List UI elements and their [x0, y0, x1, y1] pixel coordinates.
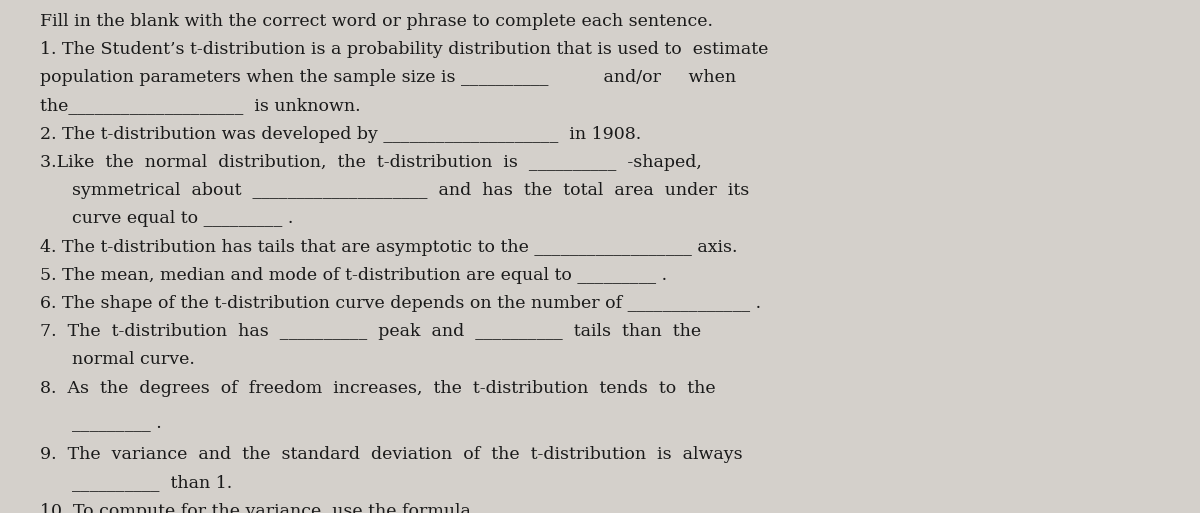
Text: 4. The t-distribution has tails that are asymptotic to the __________________ ax: 4. The t-distribution has tails that are… [40, 239, 737, 255]
Text: 6. The shape of the t-distribution curve depends on the number of ______________: 6. The shape of the t-distribution curve… [40, 295, 761, 312]
Text: the____________________  is unknown.: the____________________ is unknown. [40, 97, 360, 114]
Text: 8.  As  the  degrees  of  freedom  increases,  the  t-distribution  tends  to  t: 8. As the degrees of freedom increases, … [40, 380, 715, 397]
Text: __________  than 1.: __________ than 1. [72, 475, 233, 491]
Text: 3.Like  the  normal  distribution,  the  t-distribution  is  __________  -shaped: 3.Like the normal distribution, the t-di… [40, 154, 702, 171]
Text: normal curve.: normal curve. [72, 351, 194, 368]
Text: 7.  The  t-distribution  has  __________  peak  and  __________  tails  than  th: 7. The t-distribution has __________ pea… [40, 323, 701, 340]
Text: population parameters when the sample size is __________          and/or     whe: population parameters when the sample si… [40, 69, 736, 86]
Text: curve equal to _________ .: curve equal to _________ . [72, 210, 293, 227]
Text: 10. To compute for the variance, use the formula ________ .: 10. To compute for the variance, use the… [40, 503, 557, 513]
Text: Fill in the blank with the correct word or phrase to complete each sentence.: Fill in the blank with the correct word … [40, 13, 713, 30]
Text: _________ .: _________ . [72, 416, 162, 432]
Text: symmetrical  about  ____________________  and  has  the  total  area  under  its: symmetrical about ____________________ a… [72, 182, 749, 199]
Text: 2. The t-distribution was developed by ____________________  in 1908.: 2. The t-distribution was developed by _… [40, 126, 641, 143]
Text: 5. The mean, median and mode of t-distribution are equal to _________ .: 5. The mean, median and mode of t-distri… [40, 267, 667, 284]
Text: 1. The Student’s t-distribution is a probability distribution that is used to  e: 1. The Student’s t-distribution is a pro… [40, 41, 768, 58]
Text: 9.  The  variance  and  the  standard  deviation  of  the  t-distribution  is  a: 9. The variance and the standard deviati… [40, 446, 743, 463]
